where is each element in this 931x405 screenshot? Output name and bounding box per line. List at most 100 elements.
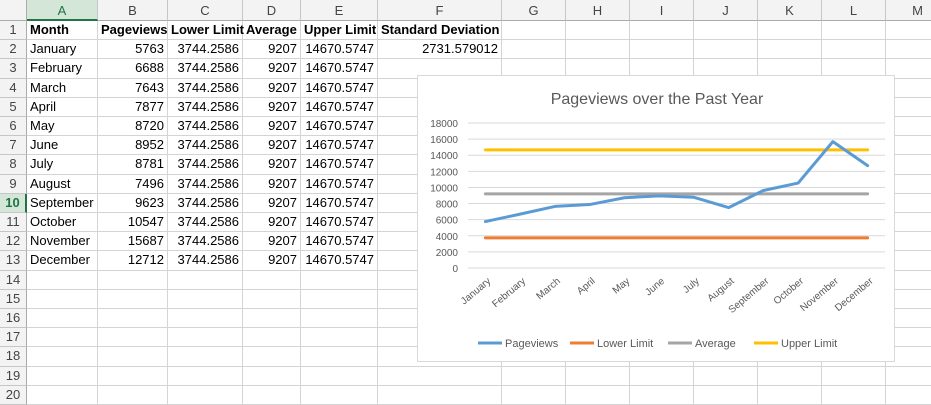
column-header-e[interactable]: E — [301, 0, 378, 21]
cell-k19[interactable] — [758, 366, 822, 386]
cell-a11[interactable]: October — [27, 213, 98, 233]
row-header-3[interactable]: 3 — [0, 59, 27, 79]
cell-d2[interactable]: 9207 — [243, 40, 301, 60]
row-header-15[interactable]: 15 — [0, 289, 27, 309]
cell-b13[interactable]: 12712 — [98, 251, 168, 271]
cell-a9[interactable]: August — [27, 174, 98, 194]
cell-b11[interactable]: 10547 — [98, 213, 168, 233]
cell-e11[interactable]: 14670.5747 — [301, 213, 378, 233]
cell-e9[interactable]: 14670.5747 — [301, 174, 378, 194]
cell-e16[interactable] — [301, 309, 378, 329]
cell-c19[interactable] — [168, 366, 243, 386]
row-header-13[interactable]: 13 — [0, 251, 27, 271]
column-header-f[interactable]: F — [378, 0, 502, 21]
cell-d18[interactable] — [243, 347, 301, 367]
cell-a2[interactable]: January — [27, 40, 98, 60]
cell-c11[interactable]: 3744.2586 — [168, 213, 243, 233]
row-header-17[interactable]: 17 — [0, 328, 27, 348]
cell-d15[interactable] — [243, 289, 301, 309]
cell-b5[interactable]: 7877 — [98, 97, 168, 117]
cell-l2[interactable] — [822, 40, 886, 60]
cell-e7[interactable]: 14670.5747 — [301, 136, 378, 156]
row-header-1[interactable]: 1 — [0, 21, 27, 41]
row-header-8[interactable]: 8 — [0, 155, 27, 175]
cell-c5[interactable]: 3744.2586 — [168, 97, 243, 117]
cell-d16[interactable] — [243, 309, 301, 329]
cell-d19[interactable] — [243, 366, 301, 386]
cell-h20[interactable] — [566, 385, 630, 405]
cell-a20[interactable] — [27, 385, 98, 405]
cell-c6[interactable]: 3744.2586 — [168, 117, 243, 137]
cell-b15[interactable] — [98, 289, 168, 309]
cell-m2[interactable] — [886, 40, 931, 60]
cell-a13[interactable]: December — [27, 251, 98, 271]
row-header-19[interactable]: 19 — [0, 366, 27, 386]
cell-d12[interactable]: 9207 — [243, 232, 301, 252]
cell-a3[interactable]: February — [27, 59, 98, 79]
cell-c16[interactable] — [168, 309, 243, 329]
cell-h19[interactable] — [566, 366, 630, 386]
cell-c20[interactable] — [168, 385, 243, 405]
cell-c9[interactable]: 3744.2586 — [168, 174, 243, 194]
cell-a17[interactable] — [27, 328, 98, 348]
cell-d7[interactable]: 9207 — [243, 136, 301, 156]
cell-a7[interactable]: June — [27, 136, 98, 156]
cell-e18[interactable] — [301, 347, 378, 367]
cell-m4[interactable] — [886, 79, 931, 98]
cell-d4[interactable]: 9207 — [243, 78, 301, 98]
cell-b2[interactable]: 5763 — [98, 40, 168, 60]
cell-f1[interactable]: Standard Deviation — [378, 21, 502, 41]
cell-m5[interactable] — [886, 98, 931, 117]
cell-f2[interactable]: 2731.579012 — [378, 40, 502, 60]
cell-b3[interactable]: 6688 — [98, 59, 168, 79]
cell-b6[interactable]: 8720 — [98, 117, 168, 137]
cell-k2[interactable] — [758, 40, 822, 60]
cell-f19[interactable] — [378, 366, 502, 386]
cell-c1[interactable]: Lower Limit — [168, 21, 244, 41]
cell-a1[interactable]: Month — [27, 21, 98, 41]
cell-m17[interactable] — [886, 328, 931, 348]
cell-a18[interactable] — [27, 347, 98, 367]
cell-b12[interactable]: 15687 — [98, 232, 168, 252]
cell-m8[interactable] — [886, 155, 931, 175]
cell-j20[interactable] — [694, 385, 758, 405]
cell-c4[interactable]: 3744.2586 — [168, 78, 243, 98]
cell-g19[interactable] — [502, 366, 566, 386]
cell-m16[interactable] — [886, 309, 931, 329]
cell-e3[interactable]: 14670.5747 — [301, 59, 378, 79]
cell-c7[interactable]: 3744.2586 — [168, 136, 243, 156]
row-header-10[interactable]: 10 — [0, 193, 27, 213]
cell-h1[interactable] — [566, 21, 630, 41]
column-header-i[interactable]: I — [630, 0, 694, 21]
cell-c10[interactable]: 3744.2586 — [168, 193, 243, 213]
cell-i2[interactable] — [630, 40, 694, 60]
cell-e8[interactable]: 14670.5747 — [301, 155, 378, 175]
row-header-6[interactable]: 6 — [0, 117, 27, 137]
cell-d1[interactable]: Average — [243, 21, 301, 41]
row-header-7[interactable]: 7 — [0, 136, 27, 156]
cell-g20[interactable] — [502, 385, 566, 405]
column-header-k[interactable]: K — [758, 0, 822, 21]
column-header-m[interactable]: M — [886, 0, 931, 21]
cell-m10[interactable] — [886, 194, 931, 213]
cell-b10[interactable]: 9623 — [98, 193, 168, 213]
cell-b16[interactable] — [98, 309, 168, 329]
cell-g1[interactable] — [502, 21, 566, 41]
row-header-4[interactable]: 4 — [0, 78, 27, 98]
cell-c2[interactable]: 3744.2586 — [168, 40, 243, 60]
cell-i19[interactable] — [630, 366, 694, 386]
cell-e19[interactable] — [301, 366, 378, 386]
cell-b9[interactable]: 7496 — [98, 174, 168, 194]
column-header-c[interactable]: C — [168, 0, 243, 21]
cell-e17[interactable] — [301, 328, 378, 348]
cell-b19[interactable] — [98, 366, 168, 386]
cell-d5[interactable]: 9207 — [243, 97, 301, 117]
row-header-9[interactable]: 9 — [0, 174, 27, 194]
cell-e14[interactable] — [301, 270, 378, 290]
cell-d14[interactable] — [243, 270, 301, 290]
cell-m14[interactable] — [886, 271, 931, 290]
row-header-11[interactable]: 11 — [0, 213, 27, 233]
cell-k20[interactable] — [758, 385, 822, 405]
cell-d13[interactable]: 9207 — [243, 251, 301, 271]
column-header-h[interactable]: H — [566, 0, 630, 21]
